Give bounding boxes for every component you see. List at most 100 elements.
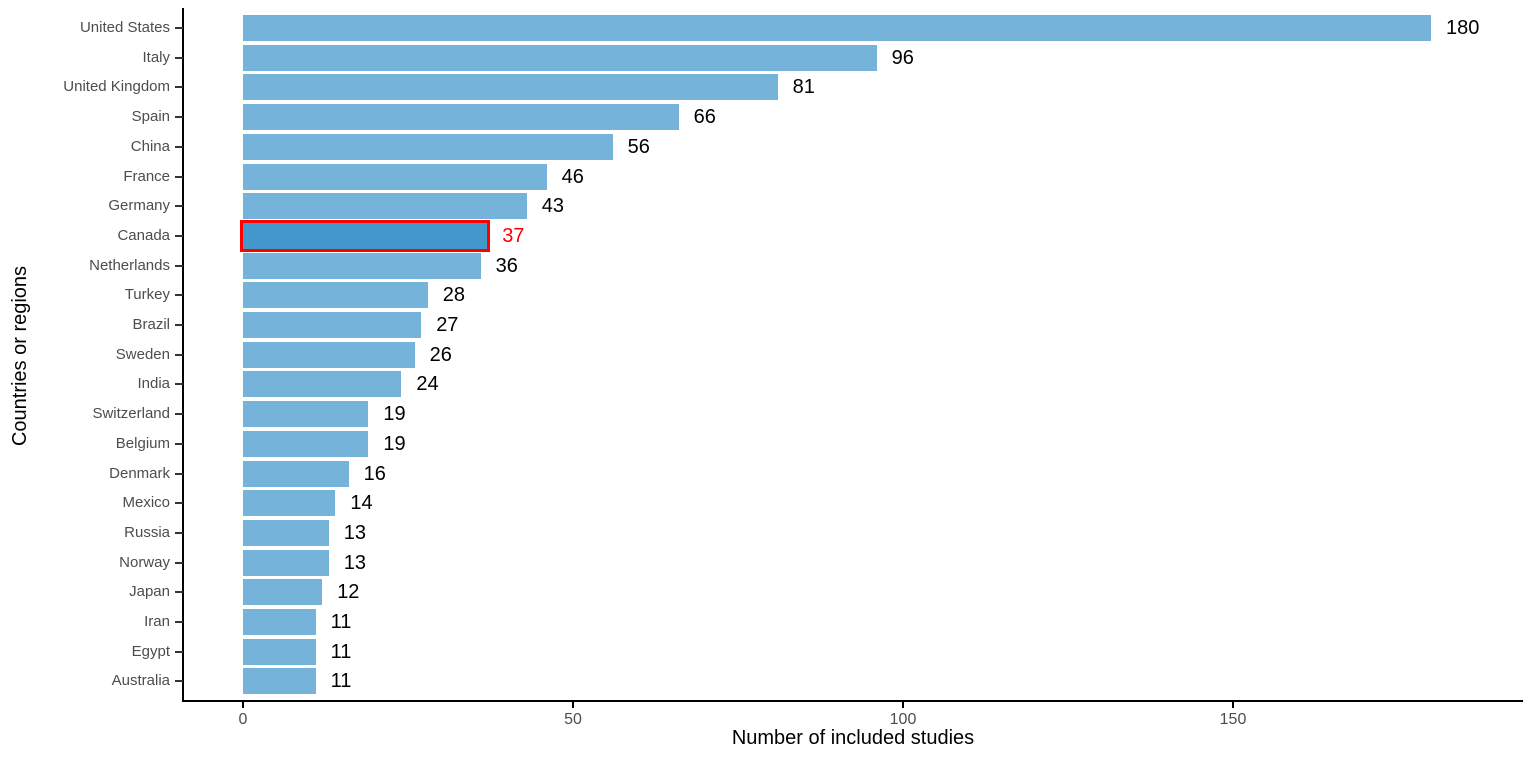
y-axis-tick-mark — [175, 205, 183, 208]
bar — [243, 549, 329, 576]
bar-value-label: 12 — [337, 581, 360, 604]
category-label: Netherlands — [89, 256, 170, 274]
category-label: Mexico — [122, 494, 170, 512]
x-axis-tick-label: 0 — [238, 711, 248, 728]
y-axis-tick-mark — [175, 145, 183, 148]
category-label: Spain — [131, 108, 170, 126]
bar-value-label: 19 — [383, 403, 406, 426]
bar — [243, 163, 547, 190]
bar-value-label: 26 — [429, 343, 452, 366]
y-axis-tick-mark — [175, 650, 183, 653]
bar-value-label: 180 — [1446, 17, 1480, 39]
bar-value-label: 96 — [891, 46, 914, 69]
y-axis-tick-mark — [175, 294, 183, 297]
bar — [243, 74, 778, 101]
bar-value-label: 43 — [541, 195, 565, 218]
y-axis-tick-mark — [175, 442, 183, 445]
bar — [243, 668, 316, 695]
category-label: Switzerland — [92, 405, 170, 423]
bar-value-label: 14 — [350, 492, 373, 515]
category-label: Canada — [117, 226, 170, 244]
bar — [243, 638, 316, 665]
category-label: Denmark — [109, 464, 170, 482]
bar-value-label: 46 — [561, 165, 584, 188]
y-axis-tick-mark — [175, 561, 183, 564]
bar-value-label: 16 — [363, 462, 386, 485]
y-axis-tick-mark — [175, 234, 183, 237]
category-label: France — [123, 167, 170, 185]
y-axis-tick-mark — [175, 502, 183, 505]
category-label: Brazil — [132, 316, 170, 333]
y-axis-tick-mark — [175, 472, 183, 475]
y-axis-tick-mark — [175, 413, 183, 416]
bar — [243, 519, 329, 546]
x-axis-tick-label: 50 — [564, 711, 582, 728]
category-label: Belgium — [115, 434, 170, 452]
bar — [243, 490, 336, 517]
category-label: Iran — [144, 613, 170, 630]
x-axis-title: Number of included studies — [731, 727, 975, 749]
y-axis-tick-mark — [175, 531, 183, 534]
bar-value-label: 11 — [330, 670, 352, 693]
bar-value-label: 36 — [495, 254, 518, 277]
y-axis-tick-mark — [175, 591, 183, 594]
y-axis-tick-mark — [175, 680, 183, 683]
bar-value-label: 56 — [627, 135, 650, 158]
y-axis-tick-mark — [175, 116, 183, 119]
category-label: Italy — [142, 48, 170, 66]
bar-value-label: 37 — [502, 224, 525, 247]
y-axis-tick-mark — [175, 264, 183, 267]
x-axis-tick-mark — [902, 702, 904, 708]
bar-value-label: 11 — [330, 640, 352, 663]
bar — [243, 371, 402, 398]
bar — [243, 609, 316, 635]
bar-value-label: 27 — [436, 314, 459, 336]
bar — [243, 579, 323, 606]
bar-value-label: 11 — [330, 611, 352, 633]
category-label: United States — [79, 19, 170, 36]
bar — [243, 193, 527, 220]
x-axis-tick-mark — [572, 702, 574, 708]
y-axis-tick-mark — [175, 324, 183, 326]
category-label: India — [137, 375, 170, 393]
category-label: Russia — [124, 523, 170, 541]
y-axis-tick-mark — [175, 621, 183, 623]
bar-value-label: 24 — [416, 373, 439, 396]
bar-value-label: 13 — [343, 551, 367, 574]
bar-value-label: 66 — [693, 106, 716, 129]
category-label: China — [130, 137, 170, 155]
bar — [243, 401, 369, 428]
bar — [243, 312, 422, 338]
category-label: Sweden — [115, 345, 170, 363]
bar-value-label: 13 — [343, 521, 367, 544]
category-label: Germany — [108, 197, 170, 215]
y-axis-tick-mark — [175, 27, 183, 29]
category-label: Norway — [119, 553, 170, 571]
category-label: United Kingdom — [63, 78, 170, 96]
bar — [243, 460, 349, 487]
x-axis-tick-mark — [1232, 702, 1234, 708]
bar-highlighted — [240, 219, 491, 252]
category-label: Turkey — [124, 286, 170, 304]
y-axis-tick-mark — [175, 56, 183, 59]
bar — [243, 104, 679, 131]
bar — [243, 341, 415, 368]
category-label: Australia — [111, 672, 170, 690]
x-axis-tick-label: 100 — [889, 711, 917, 728]
bar-value-label: 19 — [383, 432, 406, 455]
x-axis-tick-label: 150 — [1219, 711, 1247, 728]
bar — [243, 252, 481, 279]
y-axis-tick-mark — [175, 175, 183, 178]
bar-value-label: 81 — [792, 76, 815, 99]
bar — [243, 133, 613, 160]
x-axis-tick-mark — [242, 702, 244, 708]
category-label: Japan — [129, 583, 170, 601]
y-axis-tick-mark — [175, 383, 183, 386]
y-axis-tick-mark — [175, 86, 183, 89]
x-axis-line — [182, 700, 1523, 702]
bar — [243, 15, 1431, 41]
category-label: Egypt — [131, 642, 170, 660]
bar — [243, 44, 877, 71]
bar — [243, 282, 428, 309]
bar-value-label: 28 — [442, 284, 466, 307]
